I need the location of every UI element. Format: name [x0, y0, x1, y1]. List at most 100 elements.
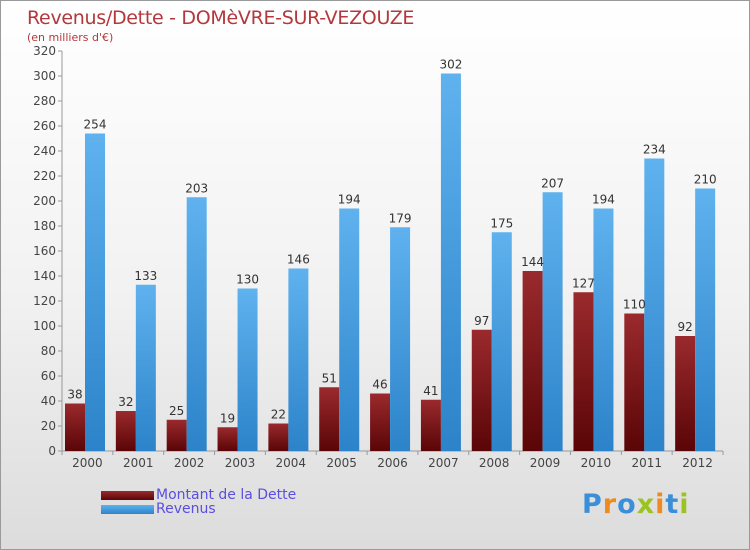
value-label-revenue: 203 — [185, 181, 208, 195]
y-tick-label: 140 — [33, 269, 56, 283]
x-tick-label: 2001 — [123, 456, 154, 470]
x-tick-label: 2012 — [682, 456, 713, 470]
bar-debt — [522, 271, 543, 451]
y-tick-label: 160 — [33, 244, 56, 258]
y-tick-label: 180 — [33, 219, 56, 233]
x-tick-label: 2003 — [225, 456, 256, 470]
logo-letter: r — [602, 489, 618, 520]
bar-revenue — [237, 288, 258, 451]
bar-revenue — [440, 73, 461, 451]
value-label-debt: 127 — [572, 276, 595, 290]
bar-revenue — [85, 133, 105, 451]
legend-swatch-revenue — [101, 504, 154, 514]
legend-label-revenue: Revenus — [156, 501, 216, 517]
value-label-revenue: 194 — [592, 193, 615, 207]
bar-revenue — [186, 197, 207, 451]
y-tick-label: 220 — [33, 169, 56, 183]
value-labels: 38 254 32 133 25 203 19 130 22 146 51 194 46 179 41 302… — [67, 58, 716, 426]
value-label-revenue: 133 — [134, 269, 157, 283]
value-label-debt: 97 — [474, 314, 489, 328]
value-label-debt: 51 — [322, 371, 337, 385]
bar-debt — [65, 403, 85, 451]
logo-letter: i — [679, 489, 690, 520]
value-label-revenue: 210 — [694, 173, 717, 187]
y-tick-label: 20 — [41, 419, 56, 433]
value-label-debt: 144 — [521, 255, 544, 269]
value-label-debt: 110 — [623, 298, 646, 312]
y-tick-label: 280 — [33, 94, 56, 108]
legend-swatch-debt — [101, 490, 154, 500]
value-label-revenue: 254 — [84, 118, 107, 132]
value-label-revenue: 146 — [287, 253, 310, 267]
x-tick-label: 2004 — [276, 456, 307, 470]
bar-debt — [370, 393, 391, 451]
bar-revenue — [339, 208, 360, 451]
value-label-debt: 46 — [372, 378, 387, 392]
bar-debt — [573, 292, 594, 451]
y-tick-label: 60 — [41, 369, 56, 383]
legend-item-revenue: Revenus — [101, 501, 216, 517]
value-label-debt: 32 — [118, 395, 133, 409]
bar-debt — [471, 329, 492, 451]
value-label-revenue: 194 — [338, 193, 361, 207]
legend-label-debt: Montant de la Dette — [156, 487, 297, 503]
value-label-debt: 22 — [271, 408, 286, 422]
value-label-debt: 25 — [169, 404, 184, 418]
y-tick-label: 120 — [33, 294, 56, 308]
bar-debt — [217, 427, 238, 451]
bar-revenue — [695, 188, 716, 451]
bar-debt — [420, 399, 441, 451]
y-tick-label: 80 — [41, 344, 56, 358]
bar-revenue — [593, 208, 614, 451]
chart-subtitle: (en milliers d'€) — [27, 31, 114, 44]
x-tick-label: 2005 — [326, 456, 357, 470]
bars — [65, 73, 716, 451]
value-label-revenue: 302 — [439, 58, 462, 72]
y-tick-label: 300 — [33, 69, 56, 83]
y-tick-label: 100 — [33, 319, 56, 333]
bar-revenue — [390, 227, 411, 451]
x-tick-label: 2000 — [72, 456, 103, 470]
value-label-debt: 92 — [678, 320, 693, 334]
bar-debt — [115, 411, 136, 451]
logo-letter: x — [636, 489, 656, 520]
proxiti-logo: Proxiti — [582, 489, 690, 520]
x-tick-label: 2007 — [428, 456, 459, 470]
x-tick-label: 2002 — [174, 456, 205, 470]
logo-letter: i — [655, 489, 666, 520]
y-tick-label: 200 — [33, 194, 56, 208]
y-tick-label: 240 — [33, 144, 56, 158]
x-tick-label: 2009 — [530, 456, 561, 470]
logo-letter: t — [665, 489, 680, 520]
value-label-revenue: 179 — [389, 211, 412, 225]
legend-item-debt: Montant de la Dette — [101, 487, 296, 503]
bar-debt — [166, 419, 187, 451]
value-label-revenue: 175 — [490, 216, 513, 230]
value-label-debt: 38 — [67, 388, 82, 402]
chart-title: Revenus/Dette - DOMèVRE-SUR-VEZOUZE — [27, 7, 415, 29]
bar-revenue — [542, 192, 563, 451]
value-label-revenue: 234 — [643, 143, 666, 157]
y-tick-label: 260 — [33, 119, 56, 133]
bar-revenue — [288, 268, 309, 451]
y-tick-label: 320 — [33, 44, 56, 58]
value-label-revenue: 130 — [236, 273, 259, 287]
bar-debt — [624, 313, 645, 451]
y-tick-label: 0 — [48, 444, 56, 458]
bar-debt — [268, 423, 289, 451]
bar-revenue — [491, 232, 512, 451]
x-tick-label: 2008 — [479, 456, 510, 470]
logo-letter: P — [582, 489, 603, 520]
bar-revenue — [644, 158, 665, 451]
x-tick-label: 2010 — [581, 456, 612, 470]
y-tick-label: 40 — [41, 394, 56, 408]
value-label-debt: 19 — [220, 411, 235, 425]
bar-debt — [675, 336, 696, 451]
value-label-debt: 41 — [423, 384, 438, 398]
x-tick-label: 2006 — [377, 456, 408, 470]
bar-debt — [319, 387, 340, 451]
x-tick-label: 2011 — [631, 456, 662, 470]
value-label-revenue: 207 — [541, 176, 564, 190]
